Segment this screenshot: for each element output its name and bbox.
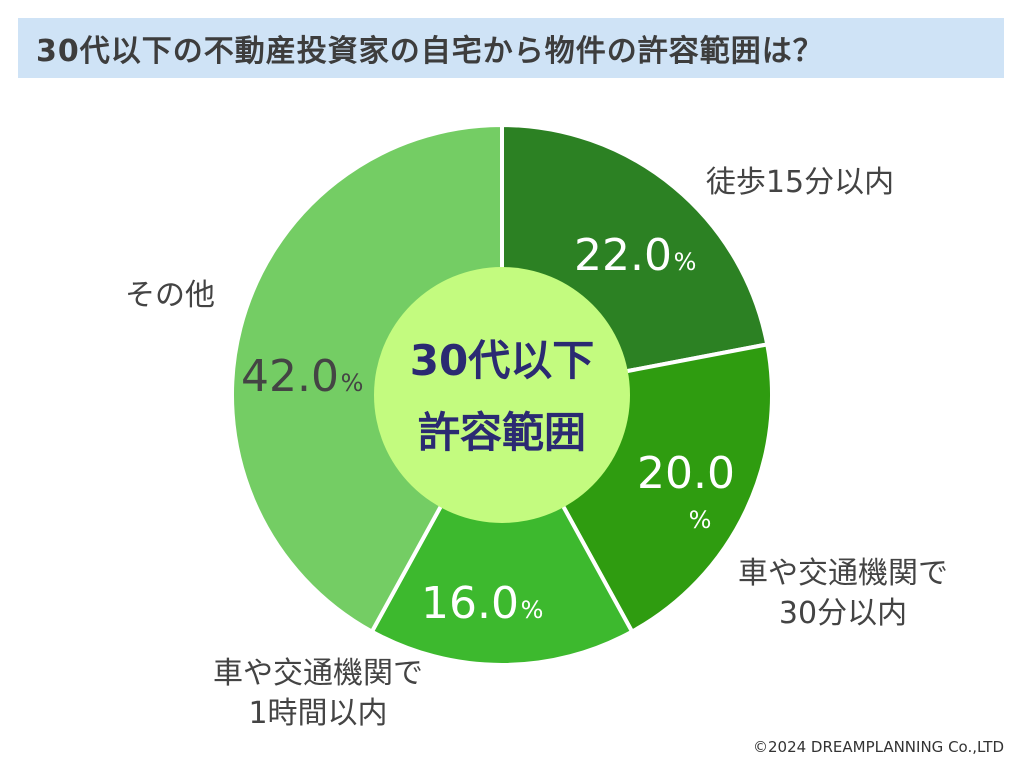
slice-percent-sign-2: % — [689, 506, 712, 534]
slice-label-1-line-1: 徒歩15分以内 — [706, 165, 894, 200]
slice-percent-sign-3: % — [521, 596, 544, 624]
slice-value-4: 42.0 — [241, 351, 339, 402]
slice-label-3-line-1: 車や交通機関で — [213, 656, 423, 691]
slice-percent-sign-1: % — [674, 248, 697, 276]
pie-slice-4 — [230, 123, 504, 634]
slice-value-1: 22.0 — [574, 230, 672, 281]
slice-value-3: 16.0 — [421, 578, 519, 629]
slice-label-4-line-1: その他 — [125, 278, 215, 313]
center-label-line2: 許容範囲 — [418, 408, 586, 457]
center-circle — [374, 267, 630, 523]
copyright-text: ©2024 DREAMPLANNING Co.,LTD — [752, 738, 1004, 756]
title-bar: 30代以下の不動産投資家の自宅から物件の許容範囲は？ — [18, 18, 1004, 78]
slice-value-2: 20.0 — [637, 448, 735, 499]
slice-label-2-line-2: 30分以内 — [779, 596, 907, 631]
slice-label-2-line-1: 車や交通機関で — [738, 556, 948, 591]
pie-slice-3 — [369, 393, 635, 667]
chart-title: 30代以下の不動産投資家の自宅から物件の許容範囲は？ — [36, 34, 824, 69]
center-label-line1: 30代以下 — [410, 336, 594, 385]
slice-label-3-line-2: 1時間以内 — [248, 696, 387, 731]
slice-percent-sign-4: % — [341, 369, 364, 397]
